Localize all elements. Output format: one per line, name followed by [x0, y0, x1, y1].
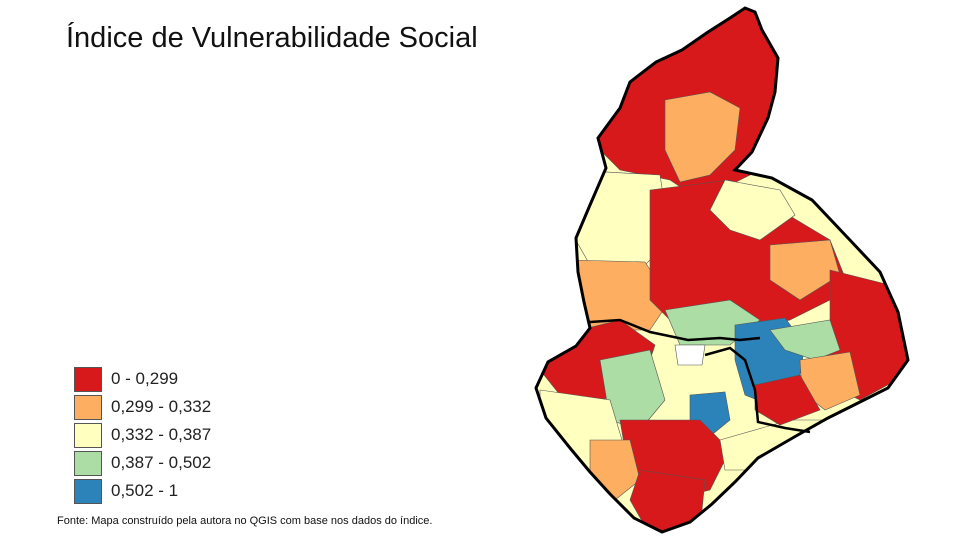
map-region-urban-white [674, 344, 706, 366]
map-outline [534, 6, 910, 534]
legend-swatch-class-4 [74, 451, 102, 476]
map-region-east-orange [769, 239, 841, 301]
source-caption: Fonte: Mapa construído pela autora no QG… [57, 515, 433, 527]
legend-label-class-4: 0,387 - 0,502 [111, 453, 212, 472]
legend-swatch-class-2 [74, 395, 102, 420]
map-region-urban-mixed [769, 319, 841, 361]
legend-swatch-class-1 [74, 367, 102, 392]
map-boundary-urban [704, 346, 811, 434]
map-region-southern-tip-red [629, 469, 706, 532]
map-region-southeast-red [754, 374, 821, 426]
legend-label-class-1: 0 - 0,299 [111, 369, 179, 388]
legend-label-class-2: 0,299 - 0,332 [111, 397, 212, 416]
map-region-north-orange [664, 91, 741, 183]
map-region-northeast-yellow [709, 179, 796, 241]
legend-label-class-5: 0,502 - 1 [111, 481, 179, 500]
legend-label-class-3: 0,332 - 0,387 [111, 425, 212, 444]
map-title: Índice de Vulnerabilidade Social [66, 22, 478, 54]
choropleth-map [534, 6, 910, 534]
legend-swatch-class-5 [74, 479, 102, 504]
legend-swatch-class-3 [74, 423, 102, 448]
map-boundary-north-south [589, 318, 761, 342]
